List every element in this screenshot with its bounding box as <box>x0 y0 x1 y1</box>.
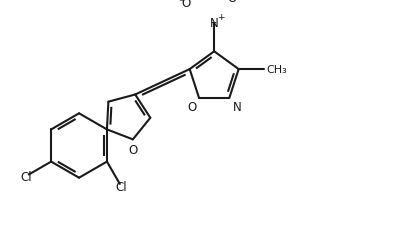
Text: Cl: Cl <box>20 170 32 183</box>
Text: +: + <box>218 13 225 22</box>
Text: N: N <box>233 101 241 114</box>
Text: O: O <box>228 0 237 5</box>
Text: ⁻: ⁻ <box>178 0 184 10</box>
Text: N: N <box>210 17 218 30</box>
Text: O: O <box>188 101 197 114</box>
Text: O: O <box>128 143 137 156</box>
Text: O: O <box>182 0 191 10</box>
Text: Cl: Cl <box>116 180 127 193</box>
Text: CH₃: CH₃ <box>266 65 287 75</box>
